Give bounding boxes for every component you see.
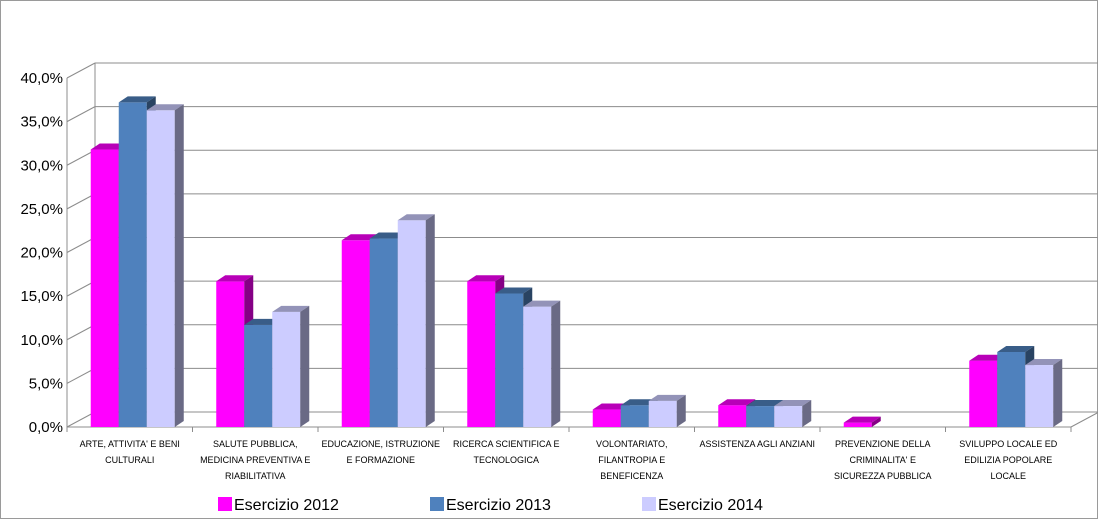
bar [397, 220, 426, 427]
x-tick-label: TECNOLOGICA [473, 455, 539, 465]
bar-top [369, 232, 407, 239]
y-tick-label: 5,0% [29, 375, 63, 392]
bar-top [774, 400, 812, 407]
legend-swatch [642, 497, 656, 511]
gridline-side [66, 324, 96, 341]
x-tick-label: EDUCAZIONE, ISTRUZIONE [321, 439, 440, 449]
x-tick-label: BENEFICENZA [600, 471, 663, 481]
bar [774, 406, 803, 427]
bar-top [495, 287, 533, 294]
gridline-side [66, 193, 96, 210]
bar [1025, 365, 1054, 427]
bar [118, 102, 147, 428]
bar [592, 409, 621, 427]
bar [495, 293, 524, 427]
legend-swatch [218, 497, 232, 511]
bar [843, 422, 872, 427]
bar-top [397, 214, 435, 221]
bar-side [551, 300, 561, 427]
bar-top [648, 394, 686, 401]
gridline-side [66, 149, 96, 166]
bar-top [523, 300, 561, 307]
bar [620, 405, 649, 427]
legend-label: Esercizio 2013 [446, 497, 551, 514]
y-tick-label: 25,0% [20, 201, 63, 218]
bar-side [802, 400, 812, 427]
bar-side [174, 104, 184, 427]
x-tick-label: EDILIZIA POPOLARE [964, 455, 1052, 465]
floor-edge [1070, 411, 1098, 428]
legend-label: Esercizio 2014 [658, 497, 763, 514]
x-tick-label: SICUREZZA PUBBLICA [834, 471, 932, 481]
bar-top [244, 318, 282, 325]
bar [369, 238, 398, 427]
bar-side [300, 305, 310, 427]
y-tick-label: 35,0% [20, 114, 63, 131]
bar [341, 240, 370, 427]
y-tick-label: 20,0% [20, 245, 63, 262]
legend-label: Esercizio 2012 [234, 497, 339, 514]
bar-top [592, 403, 630, 410]
legend-swatch [430, 497, 444, 511]
x-tick-label: LOCALE [990, 471, 1026, 481]
x-tick-label: PREVENZIONE DELLA [835, 439, 931, 449]
bar [746, 406, 775, 427]
x-tick-label: ARTE, ATTIVITA' E BENI [80, 439, 180, 449]
bar-top [969, 354, 1007, 361]
bar-top [1025, 359, 1063, 366]
y-tick-label: 10,0% [20, 332, 63, 349]
bar-top [146, 104, 184, 111]
bar-top [118, 96, 156, 103]
bar-top [467, 275, 505, 282]
bar-top [843, 416, 881, 423]
y-tick-label: 15,0% [20, 288, 63, 305]
bar-top [620, 399, 658, 406]
bar-top [272, 305, 310, 312]
bar [244, 324, 273, 427]
gridline-side [66, 62, 96, 79]
bar-side [1053, 359, 1063, 427]
gridline-side [66, 237, 96, 253]
x-tick-label: E FORMAZIONE [346, 455, 415, 465]
x-tick-label: VOLONTARIATO, [596, 439, 668, 449]
bar-side [676, 394, 686, 427]
bar-top [746, 400, 784, 407]
bar [216, 281, 245, 427]
gridline-side [66, 367, 96, 384]
bar [523, 306, 552, 427]
bar-top [216, 275, 254, 282]
x-tick-label: RICERCA SCIENTIFICA E [453, 439, 560, 449]
gridline-side [66, 280, 96, 297]
x-tick-label: SALUTE PUBBLICA, [213, 439, 298, 449]
x-tick-label: MEDICINA PREVENTIVA E [200, 455, 310, 465]
bar [648, 400, 677, 427]
y-tick-label: 40,0% [20, 70, 63, 87]
bar-top [90, 143, 128, 150]
gridline-side [66, 411, 96, 428]
y-tick-label: 30,0% [20, 157, 63, 174]
gridline-side [66, 106, 96, 123]
x-tick-label: RIABILITATIVA [225, 471, 286, 481]
bar-top [341, 234, 379, 241]
x-tick-label: FILANTROPIA E [598, 455, 665, 465]
x-tick-label: SVILUPPO LOCALE ED [959, 439, 1058, 449]
bar [146, 110, 175, 427]
bar [997, 351, 1026, 427]
bar-top [997, 345, 1035, 352]
x-tick-label: CRIMINALITA' E [849, 455, 916, 465]
bar [969, 360, 998, 427]
bar-top [718, 399, 756, 406]
bar [467, 281, 496, 427]
bar-side [871, 416, 881, 427]
bar [718, 405, 747, 427]
bar [272, 311, 301, 427]
y-tick-label: 0,0% [29, 419, 63, 436]
x-tick-label: CULTURALI [105, 455, 154, 465]
bar [90, 149, 119, 428]
x-tick-label: ASSISTENZA AGLI ANZIANI [699, 439, 815, 449]
bar-side [425, 214, 435, 427]
